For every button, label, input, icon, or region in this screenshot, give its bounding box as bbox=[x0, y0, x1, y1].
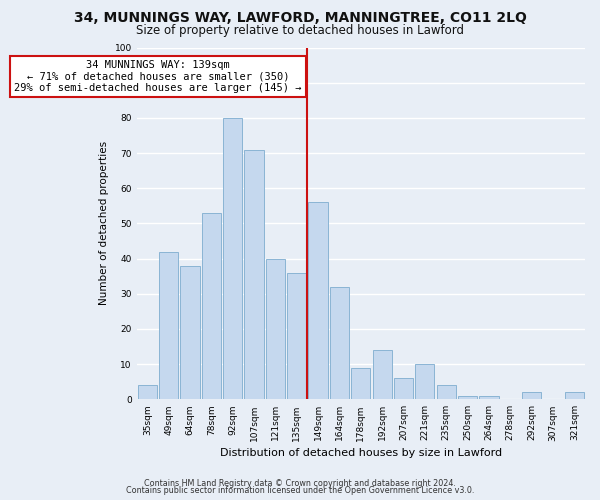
Bar bbox=[223, 118, 242, 400]
Bar bbox=[351, 368, 370, 400]
Bar bbox=[308, 202, 328, 400]
Text: 34, MUNNINGS WAY, LAWFORD, MANNINGTREE, CO11 2LQ: 34, MUNNINGS WAY, LAWFORD, MANNINGTREE, … bbox=[74, 11, 526, 25]
Text: Contains HM Land Registry data © Crown copyright and database right 2024.: Contains HM Land Registry data © Crown c… bbox=[144, 478, 456, 488]
X-axis label: Distribution of detached houses by size in Lawford: Distribution of detached houses by size … bbox=[220, 448, 502, 458]
Bar bbox=[266, 258, 285, 400]
Bar bbox=[458, 396, 477, 400]
Text: Size of property relative to detached houses in Lawford: Size of property relative to detached ho… bbox=[136, 24, 464, 37]
Bar bbox=[437, 385, 456, 400]
Text: 34 MUNNINGS WAY: 139sqm
← 71% of detached houses are smaller (350)
29% of semi-d: 34 MUNNINGS WAY: 139sqm ← 71% of detache… bbox=[14, 60, 302, 93]
Bar bbox=[202, 213, 221, 400]
Bar bbox=[159, 252, 178, 400]
Bar bbox=[181, 266, 200, 400]
Bar bbox=[565, 392, 584, 400]
Bar bbox=[394, 378, 413, 400]
Bar bbox=[522, 392, 541, 400]
Bar bbox=[479, 396, 499, 400]
Text: Contains public sector information licensed under the Open Government Licence v3: Contains public sector information licen… bbox=[126, 486, 474, 495]
Bar bbox=[244, 150, 263, 400]
Bar bbox=[415, 364, 434, 400]
Bar bbox=[373, 350, 392, 400]
Bar bbox=[330, 286, 349, 400]
Bar bbox=[287, 272, 307, 400]
Bar bbox=[137, 385, 157, 400]
Y-axis label: Number of detached properties: Number of detached properties bbox=[99, 142, 109, 306]
